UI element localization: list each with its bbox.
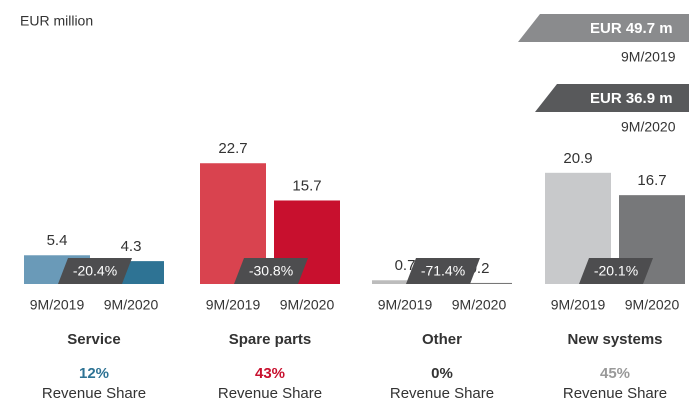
x-tick-label: 9M/2020	[280, 297, 335, 313]
share-caption: Revenue Share	[563, 385, 667, 402]
x-tick-label: 9M/2019	[206, 297, 261, 313]
value-label: 22.7	[218, 140, 247, 157]
category-label: Service	[67, 331, 120, 348]
total-label: EUR 49.7 m	[590, 20, 673, 37]
share-label: 12%	[79, 365, 109, 382]
share-label: 0%	[431, 365, 453, 382]
category-label: New systems	[567, 331, 662, 348]
x-tick-label: 9M/2019	[378, 297, 433, 313]
change-badge	[406, 258, 480, 284]
change-badge	[58, 258, 132, 284]
change-badge	[579, 258, 653, 284]
value-label: 5.4	[47, 232, 68, 249]
bar	[372, 280, 438, 284]
value-label: 20.9	[563, 150, 592, 167]
bar	[446, 282, 512, 284]
x-tick-label: 9M/2019	[30, 297, 85, 313]
change-label: -20.4%	[73, 263, 117, 279]
share-label: 45%	[600, 365, 630, 382]
x-tick-label: 9M/2019	[551, 297, 606, 313]
share-caption: Revenue Share	[390, 385, 494, 402]
total-banner	[518, 14, 689, 42]
value-label: 0.7	[395, 257, 416, 274]
value-label: 4.3	[121, 238, 142, 255]
value-label: 15.7	[292, 177, 321, 194]
share-label: 43%	[255, 365, 285, 382]
x-tick-label: 9M/2020	[104, 297, 159, 313]
total-period: 9M/2020	[621, 119, 676, 135]
change-label: -20.1%	[594, 263, 638, 279]
unit-label: EUR million	[20, 13, 93, 29]
change-label: -30.8%	[249, 263, 293, 279]
total-period: 9M/2019	[621, 49, 676, 65]
category-label: Other	[422, 331, 462, 348]
total-label: EUR 36.9 m	[590, 90, 673, 107]
share-caption: Revenue Share	[42, 385, 146, 402]
x-tick-label: 9M/2020	[625, 297, 680, 313]
change-label: -71.4%	[421, 263, 465, 279]
value-label: 16.7	[637, 172, 666, 189]
change-badge	[234, 258, 308, 284]
category-label: Spare parts	[229, 331, 312, 348]
x-tick-label: 9M/2020	[452, 297, 507, 313]
share-caption: Revenue Share	[218, 385, 322, 402]
total-banner	[535, 84, 689, 112]
